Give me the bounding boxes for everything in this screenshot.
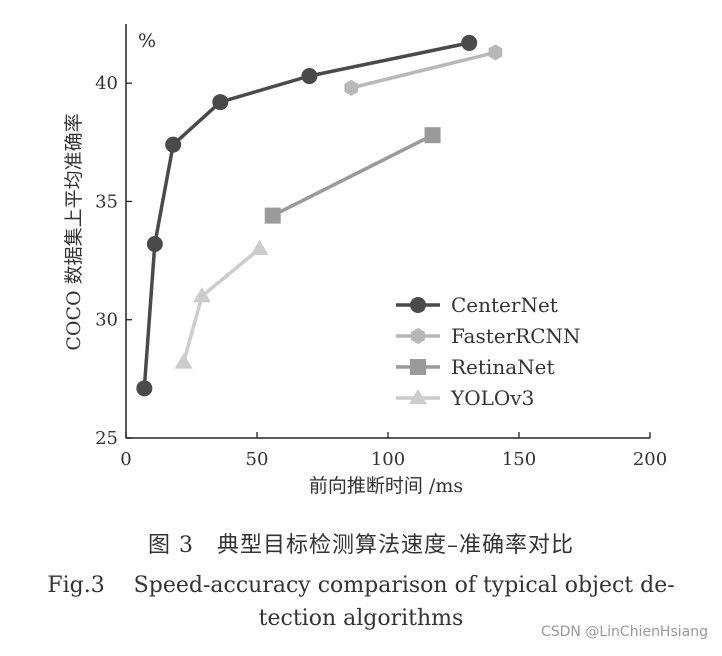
legend-label: RetinaNet (451, 355, 555, 379)
series-layer (136, 34, 503, 397)
figure-caption-english-line1: Fig.3 Speed-accuracy comparison of typic… (47, 573, 675, 598)
x-tick-label: 150 (502, 449, 536, 470)
x-tick-label: 0 (120, 449, 131, 470)
legend-item-yolov3: YOLOv3 (396, 386, 534, 410)
series-centernet (136, 34, 478, 397)
x-axis-label: 前向推断时间 /ms (309, 475, 463, 497)
data-point (165, 136, 182, 153)
series-fasterrcnn (344, 44, 503, 96)
y-axis-label: COCO 数据集上平均准确率 (63, 113, 85, 350)
series-line-yolov3 (181, 247, 261, 363)
legend-item-centernet: CenterNet (396, 293, 558, 317)
data-point (146, 236, 163, 253)
data-point (424, 127, 441, 144)
series-retinanet (264, 127, 441, 224)
legend-marker (411, 328, 425, 344)
axes: 0 50 100 150 200 25 30 35 40 (95, 24, 667, 470)
unit-label: % (138, 30, 156, 52)
data-point (264, 207, 281, 224)
legend-label: FasterRCNN (451, 324, 581, 348)
series-yolov3 (174, 239, 269, 369)
data-point (212, 94, 229, 111)
x-tick-label: 200 (633, 449, 667, 470)
data-point (344, 79, 359, 96)
series-line-fasterrcnn (350, 50, 496, 90)
speed-accuracy-chart: 0 50 100 150 200 25 30 35 40 CenterNet FasterRCNN… (63, 24, 667, 497)
x-tick-label: 100 (371, 449, 405, 470)
legend-marker (410, 359, 426, 375)
y-tick-label: 25 (95, 428, 118, 449)
legend-label: CenterNet (451, 293, 558, 317)
data-point (488, 44, 503, 61)
figure-caption-english-line2: tection algorithms (258, 606, 464, 631)
y-tick-label: 40 (95, 73, 118, 94)
figure-caption-chinese: 图 3 典型目标检测算法速度–准确率对比 (148, 533, 574, 558)
series-line-centernet (142, 41, 470, 389)
data-point (461, 34, 478, 51)
x-tick-label: 50 (246, 449, 269, 470)
data-point (136, 380, 153, 397)
legend-label: YOLOv3 (450, 386, 534, 410)
legend: CenterNet FasterRCNN RetinaNet YOLOv3 (396, 293, 581, 410)
y-tick-label: 30 (95, 310, 118, 331)
legend-item-fasterrcnn: FasterRCNN (396, 324, 581, 348)
legend-item-retinanet: RetinaNet (396, 355, 555, 379)
data-point (250, 239, 269, 256)
watermark: CSDN @LinChienHsiang (540, 624, 708, 640)
series-line-retinanet (271, 133, 434, 218)
legend-marker (409, 389, 427, 405)
y-tick-label: 35 (95, 191, 118, 212)
data-point (174, 353, 193, 369)
data-point (301, 68, 318, 85)
data-point (192, 287, 211, 303)
legend-marker (410, 297, 426, 313)
